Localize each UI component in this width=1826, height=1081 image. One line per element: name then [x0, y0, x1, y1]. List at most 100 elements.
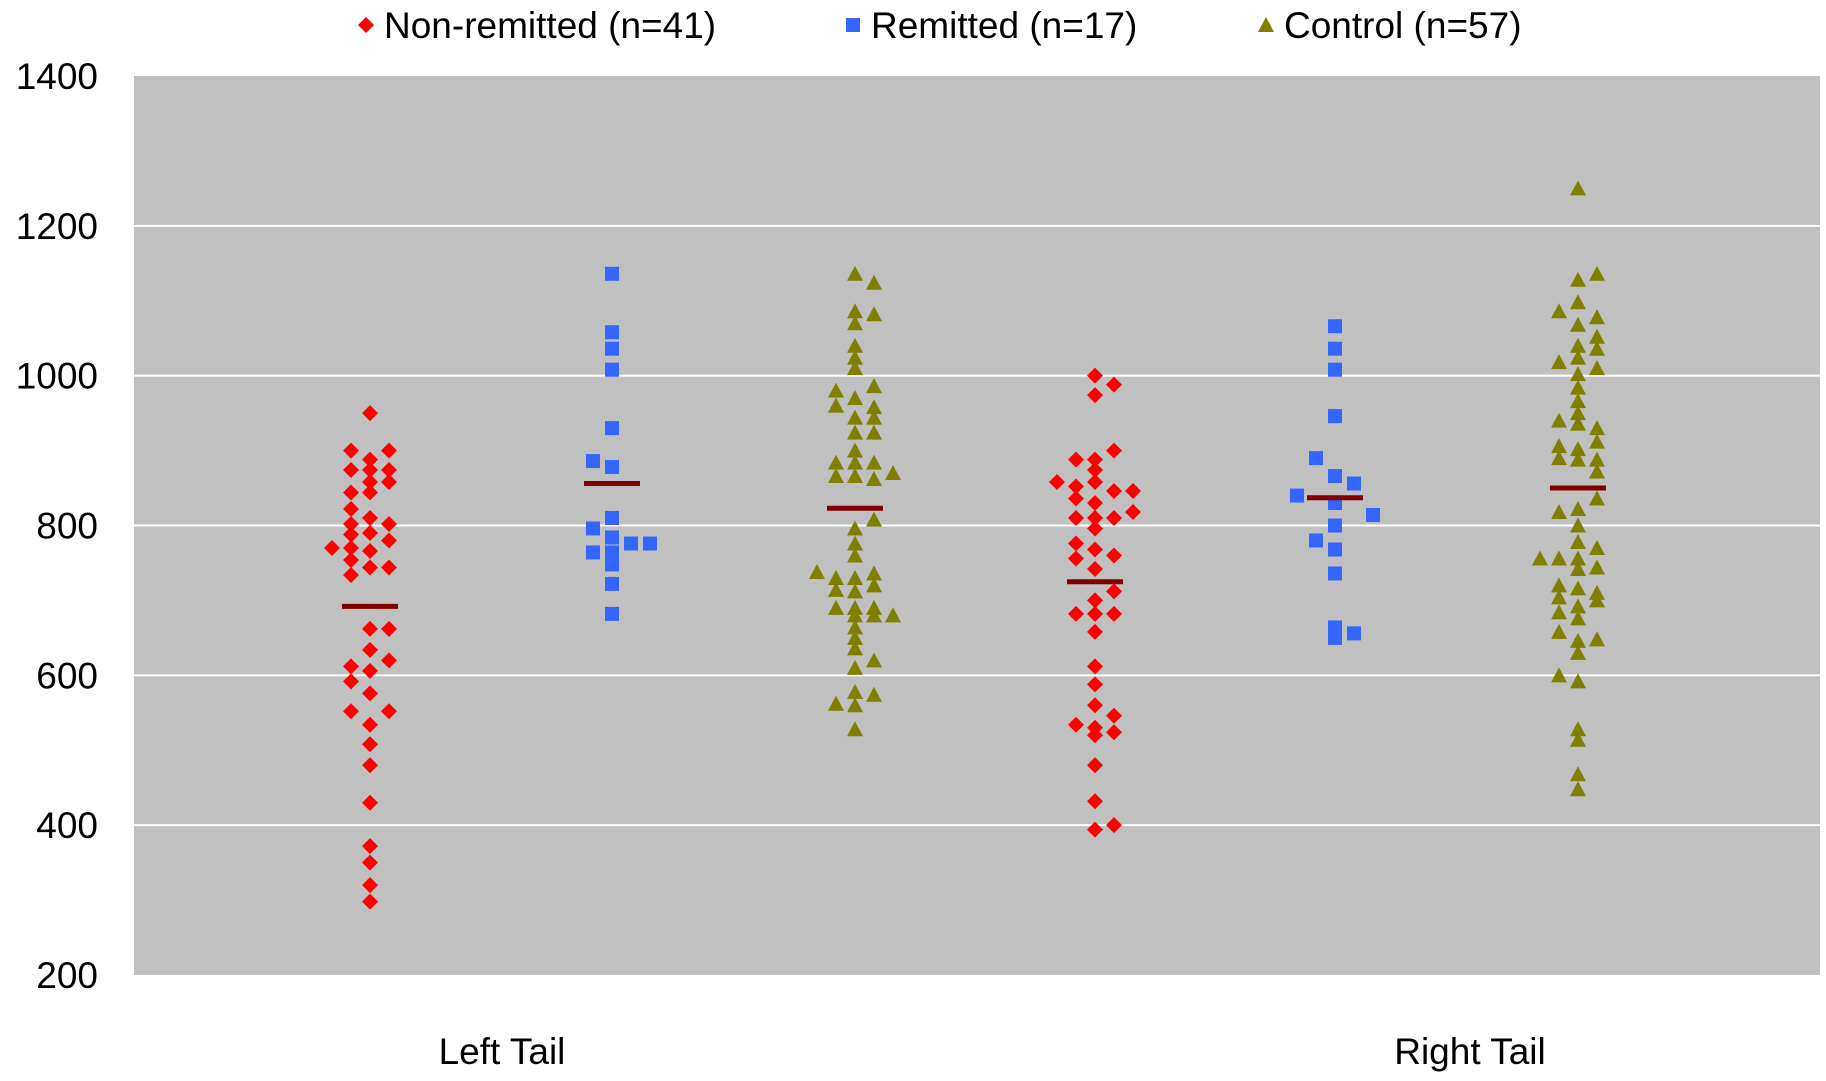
legend-marker [358, 17, 374, 33]
y-tick-label: 200 [36, 955, 98, 996]
data-point-triangle [1570, 316, 1586, 332]
data-point-diamond [1087, 821, 1103, 838]
data-point-square [1328, 518, 1342, 533]
data-point-square [605, 362, 619, 377]
data-point-diamond [343, 658, 359, 675]
data-point-triangle [1570, 550, 1586, 566]
data-point-triangle [1551, 412, 1567, 428]
data-point-triangle [847, 607, 863, 623]
y-tick-label: 1200 [16, 206, 98, 247]
data-point-diamond [1049, 474, 1065, 491]
x-axis-category-labels: Left Tail Right Tail [439, 1031, 1546, 1072]
data-point-triangle [1551, 303, 1567, 319]
data-point-triangle [847, 442, 863, 458]
data-point-diamond [362, 484, 378, 501]
data-point-square [605, 325, 619, 340]
data-point-triangle [847, 360, 863, 376]
data-point-triangle [866, 511, 882, 527]
data-point-square [1328, 566, 1342, 581]
data-point-triangle [847, 547, 863, 563]
data-point-square [1328, 362, 1342, 377]
data-point-diamond [343, 566, 359, 583]
data-point-triangle [828, 581, 844, 597]
data-point-diamond [381, 652, 397, 669]
data-point-diamond [1068, 510, 1084, 527]
data-point-triangle [1589, 451, 1605, 467]
data-point-triangle [847, 683, 863, 699]
data-point-diamond [1087, 462, 1103, 479]
data-point-triangle [866, 652, 882, 668]
data-point-diamond [343, 703, 359, 720]
data-point-diamond [1087, 560, 1103, 577]
data-point-triangle [866, 471, 882, 487]
mean-lines [342, 481, 1606, 609]
data-point-square [643, 536, 657, 551]
data-point-square [1328, 341, 1342, 356]
y-tick-label: 1000 [16, 356, 98, 397]
data-point-square [605, 460, 619, 475]
data-point-triangle [1570, 271, 1586, 287]
data-point-triangle [828, 599, 844, 615]
data-point-triangle [866, 274, 882, 290]
data-point-diamond [362, 736, 378, 753]
data-point-triangle [847, 454, 863, 470]
data-point-triangle [847, 629, 863, 645]
data-point-triangle [1570, 644, 1586, 660]
data-point-diamond [362, 716, 378, 733]
data-point-diamond [362, 794, 378, 811]
data-point-triangle [1551, 577, 1567, 593]
legend: Non-remitted (n=41) Remitted (n=17) Contro… [358, 5, 1522, 46]
data-point-triangle [828, 382, 844, 398]
data-point-diamond [1106, 724, 1122, 741]
data-point-diamond [343, 442, 359, 459]
data-point-triangle [1570, 721, 1586, 737]
data-point-triangle [1589, 360, 1605, 376]
data-point-diamond [343, 551, 359, 568]
data-point-triangle [1551, 604, 1567, 620]
data-point-triangle [1551, 450, 1567, 466]
data-point-triangle [847, 535, 863, 551]
data-point-triangle [847, 349, 863, 365]
data-point-diamond [381, 474, 397, 491]
data-point-triangle [1570, 415, 1586, 431]
data-point-square [605, 606, 619, 621]
data-point-square [605, 511, 619, 526]
data-point-diamond [1106, 547, 1122, 564]
data-point-square [1328, 409, 1342, 424]
data-point-diamond [1087, 387, 1103, 404]
data-point-diamond [1068, 550, 1084, 567]
series-group [324, 405, 397, 910]
y-tick-label: 600 [36, 655, 98, 696]
legend-label: Control (n=57) [1284, 5, 1522, 46]
data-point-triangle [847, 721, 863, 737]
data-point-square [624, 536, 638, 551]
data-point-triangle [847, 640, 863, 656]
data-point-diamond [381, 516, 397, 533]
data-point-diamond [343, 526, 359, 543]
legend-label: Remitted (n=17) [871, 5, 1137, 46]
data-points [324, 180, 1605, 910]
data-point-diamond [362, 462, 378, 479]
data-point-triangle [1589, 340, 1605, 356]
data-point-triangle [1551, 354, 1567, 370]
data-point-square [1366, 508, 1380, 523]
data-point-triangle [847, 619, 863, 635]
data-point-diamond [1106, 510, 1122, 527]
data-point-triangle [1570, 766, 1586, 782]
data-point-triangle [1589, 328, 1605, 344]
y-tick-label: 1400 [16, 56, 98, 97]
data-point-triangle [1570, 393, 1586, 409]
data-point-triangle [828, 695, 844, 711]
data-point-diamond [381, 620, 397, 637]
data-point-square [1328, 469, 1342, 484]
data-point-triangle [1551, 623, 1567, 639]
data-point-square [1347, 626, 1361, 641]
data-point-diamond [362, 510, 378, 527]
data-point-diamond [1106, 483, 1122, 500]
data-point-diamond [1087, 727, 1103, 744]
data-point-diamond [1087, 541, 1103, 558]
data-point-diamond [362, 405, 378, 422]
data-point-diamond [362, 877, 378, 894]
data-point-diamond [1087, 495, 1103, 512]
legend-marker [1258, 17, 1274, 32]
